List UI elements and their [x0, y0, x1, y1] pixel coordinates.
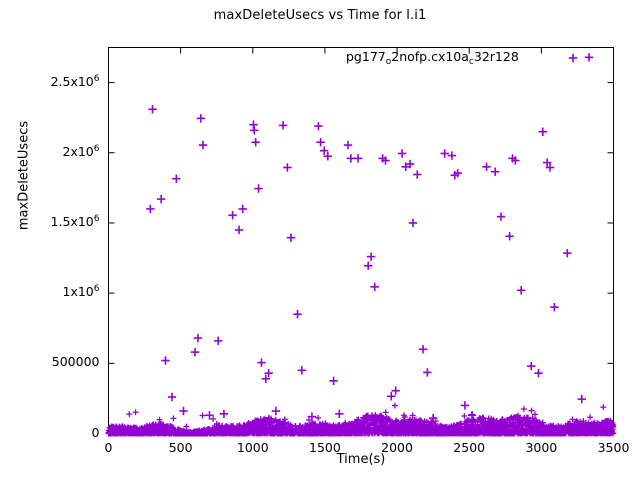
x-axis-tick-label: 0	[104, 439, 113, 455]
y-axis-tick-label: 2x106	[62, 143, 100, 159]
x-axis-tick-label: 1500	[309, 439, 341, 455]
x-axis-tick-label: 3500	[597, 439, 630, 455]
baseline-density-band	[105, 402, 617, 437]
x-axis-tick-label: 1000	[236, 439, 269, 455]
chart-title: maxDeleteUsecs vs Time for l.i1	[213, 8, 427, 23]
y-axis-tick-label: 0	[91, 424, 100, 440]
y-axis-tick-label: 2.5x106	[50, 73, 100, 89]
y-axis-tick-label: 1.5x106	[50, 213, 100, 229]
y-axis-tick-label: 500000	[51, 354, 100, 370]
x-axis-tick-label: 500	[168, 439, 193, 455]
x-axis-tick-label: 3000	[525, 439, 558, 455]
y-axis-tick-label: 1x106	[62, 284, 100, 300]
x-axis-tick-label: 2000	[381, 439, 413, 455]
x-axis-tick-label: 2500	[453, 439, 486, 455]
scatter-points	[146, 53, 594, 423]
x-axis-title: Time(s)	[336, 452, 386, 467]
legend-entry-label: pg177o2nofp.cx10ac32r128	[346, 49, 519, 67]
legend-marker-sample	[568, 53, 578, 63]
